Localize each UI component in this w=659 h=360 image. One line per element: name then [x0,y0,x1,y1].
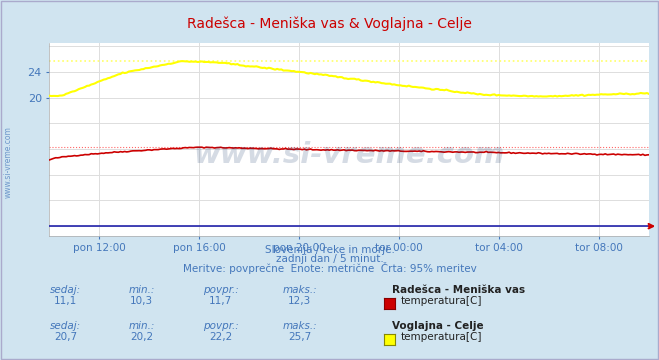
Text: Radešca - Meniška vas & Voglajna - Celje: Radešca - Meniška vas & Voglajna - Celje [187,16,472,31]
Text: min.:: min.: [129,285,155,295]
Text: 22,2: 22,2 [209,332,233,342]
Text: 11,1: 11,1 [54,296,78,306]
Text: maks.:: maks.: [283,285,317,295]
Text: 10,3: 10,3 [130,296,154,306]
Text: povpr.:: povpr.: [203,285,239,295]
Text: temperatura[C]: temperatura[C] [401,296,482,306]
Text: zadnji dan / 5 minut.: zadnji dan / 5 minut. [275,254,384,264]
Text: 20,2: 20,2 [130,332,154,342]
Text: 11,7: 11,7 [209,296,233,306]
Text: www.si-vreme.com: www.si-vreme.com [194,141,505,169]
Text: Slovenija / reke in morje.: Slovenija / reke in morje. [264,245,395,255]
Text: 20,7: 20,7 [54,332,78,342]
Text: temperatura[C]: temperatura[C] [401,332,482,342]
Text: 25,7: 25,7 [288,332,312,342]
Text: maks.:: maks.: [283,321,317,331]
Text: Radešca - Meniška vas: Radešca - Meniška vas [392,285,525,295]
Text: sedaj:: sedaj: [50,321,82,331]
Text: sedaj:: sedaj: [50,285,82,295]
Text: 12,3: 12,3 [288,296,312,306]
Text: povpr.:: povpr.: [203,321,239,331]
Text: www.si-vreme.com: www.si-vreme.com [3,126,13,198]
Text: min.:: min.: [129,321,155,331]
Text: Voglajna - Celje: Voglajna - Celje [392,321,484,331]
Text: Meritve: povprečne  Enote: metrične  Črta: 95% meritev: Meritve: povprečne Enote: metrične Črta:… [183,262,476,274]
